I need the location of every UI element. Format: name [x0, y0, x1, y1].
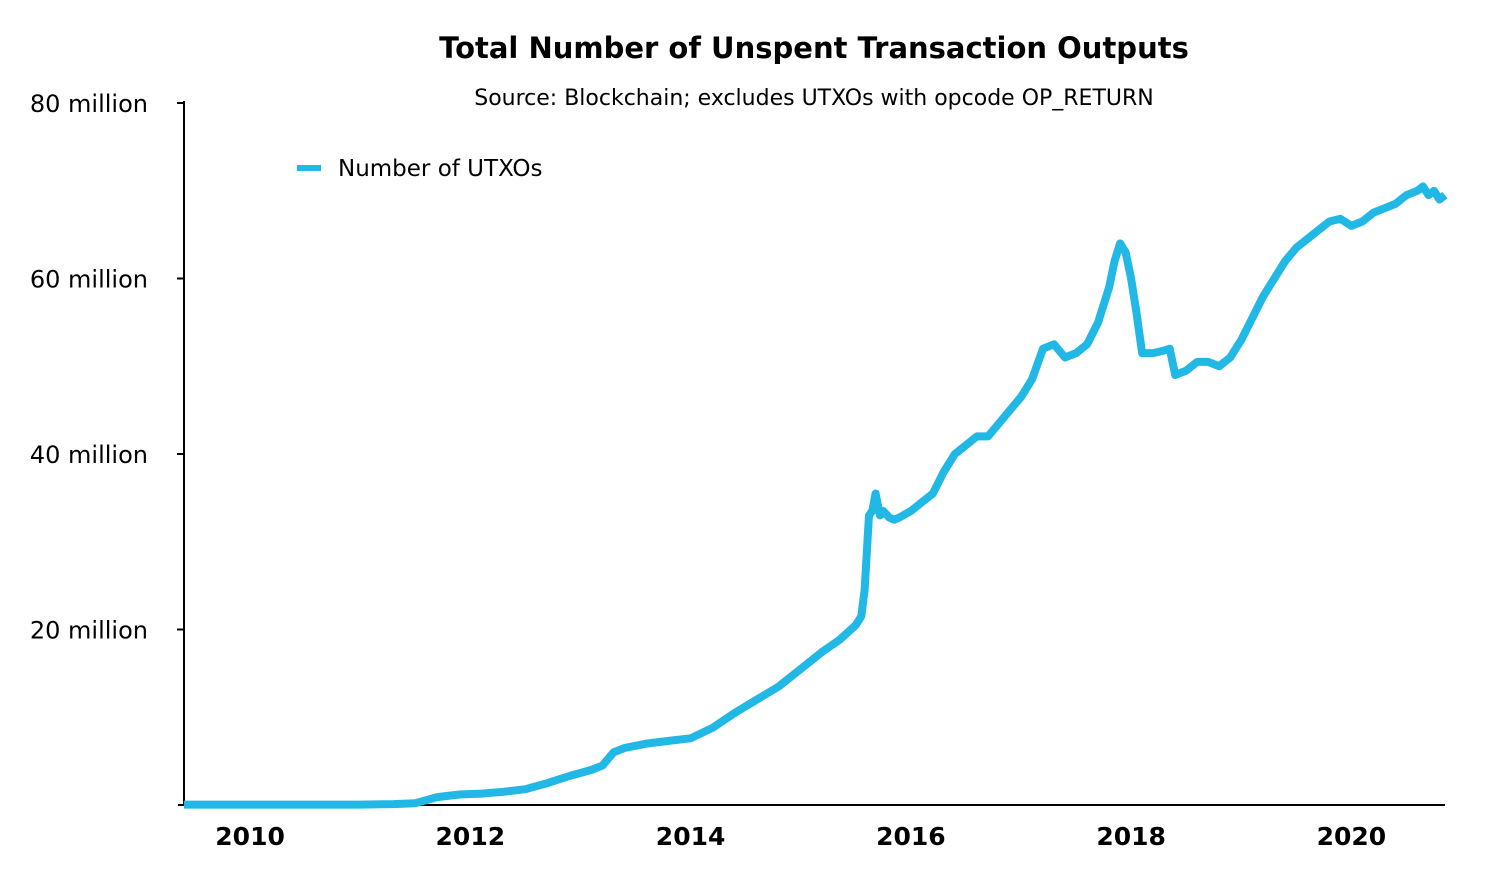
x-tick-label: 2012: [436, 822, 506, 851]
chart-subtitle: Source: Blockchain; excludes UTXOs with …: [474, 86, 1154, 111]
y-tick-label: 40 million: [30, 441, 148, 469]
axes: [178, 101, 1445, 806]
x-tick-label: 2018: [1096, 822, 1166, 851]
legend-label: Number of UTXOs: [338, 156, 542, 182]
chart-title: Total Number of Unspent Transaction Outp…: [439, 31, 1189, 65]
x-tick-label: 2016: [876, 822, 946, 851]
x-tick-label: 2010: [215, 822, 285, 851]
legend: Number of UTXOs: [297, 156, 542, 182]
x-tick-label: 2014: [656, 822, 726, 851]
y-axis-ticks: 20 million 40 million 60 million 80 million: [30, 90, 184, 645]
series-line-0: [184, 182, 1448, 809]
series-group: [184, 182, 1448, 809]
x-tick-label: 2020: [1317, 822, 1387, 851]
y-tick-label: 20 million: [30, 617, 148, 645]
y-tick-label: 60 million: [30, 266, 148, 294]
x-axis-ticks: 2010 2012 2014 2016 2018 2020: [215, 822, 1386, 851]
y-tick-label: 80 million: [30, 90, 148, 118]
